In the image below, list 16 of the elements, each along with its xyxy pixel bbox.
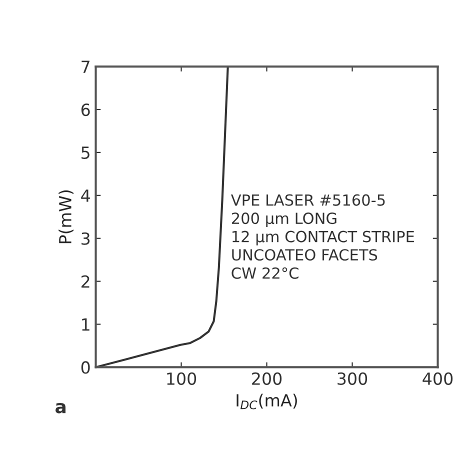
x-tick-label: 100 (167, 372, 196, 385)
y-tick-label: 2 (82, 275, 90, 288)
x-axis-title: I$_{DC}$(mA) (236, 394, 297, 410)
annotation: VPE LASER #5160-5 200 µm LONG 12 µm CONTACT STRIPE UNCOATEO FACETS CW 22°C (230, 194, 414, 279)
x-tick-label: 300 (338, 372, 368, 385)
y-tick-label: 6 (81, 103, 90, 116)
y-tick-label: 4 (81, 190, 90, 202)
y-tick-label: 1 (82, 318, 90, 331)
x-tick-label: 200 (252, 372, 282, 385)
y-tick-label: 3 (82, 232, 90, 245)
x-tick-label: 400 (422, 372, 453, 385)
text: a (55, 402, 66, 414)
y-axis-title: P(mW) (58, 190, 74, 244)
y-tick-label: 7 (82, 60, 90, 73)
y-tick-label: 5 (82, 146, 90, 160)
y-tick-label: 0 (81, 361, 90, 374)
